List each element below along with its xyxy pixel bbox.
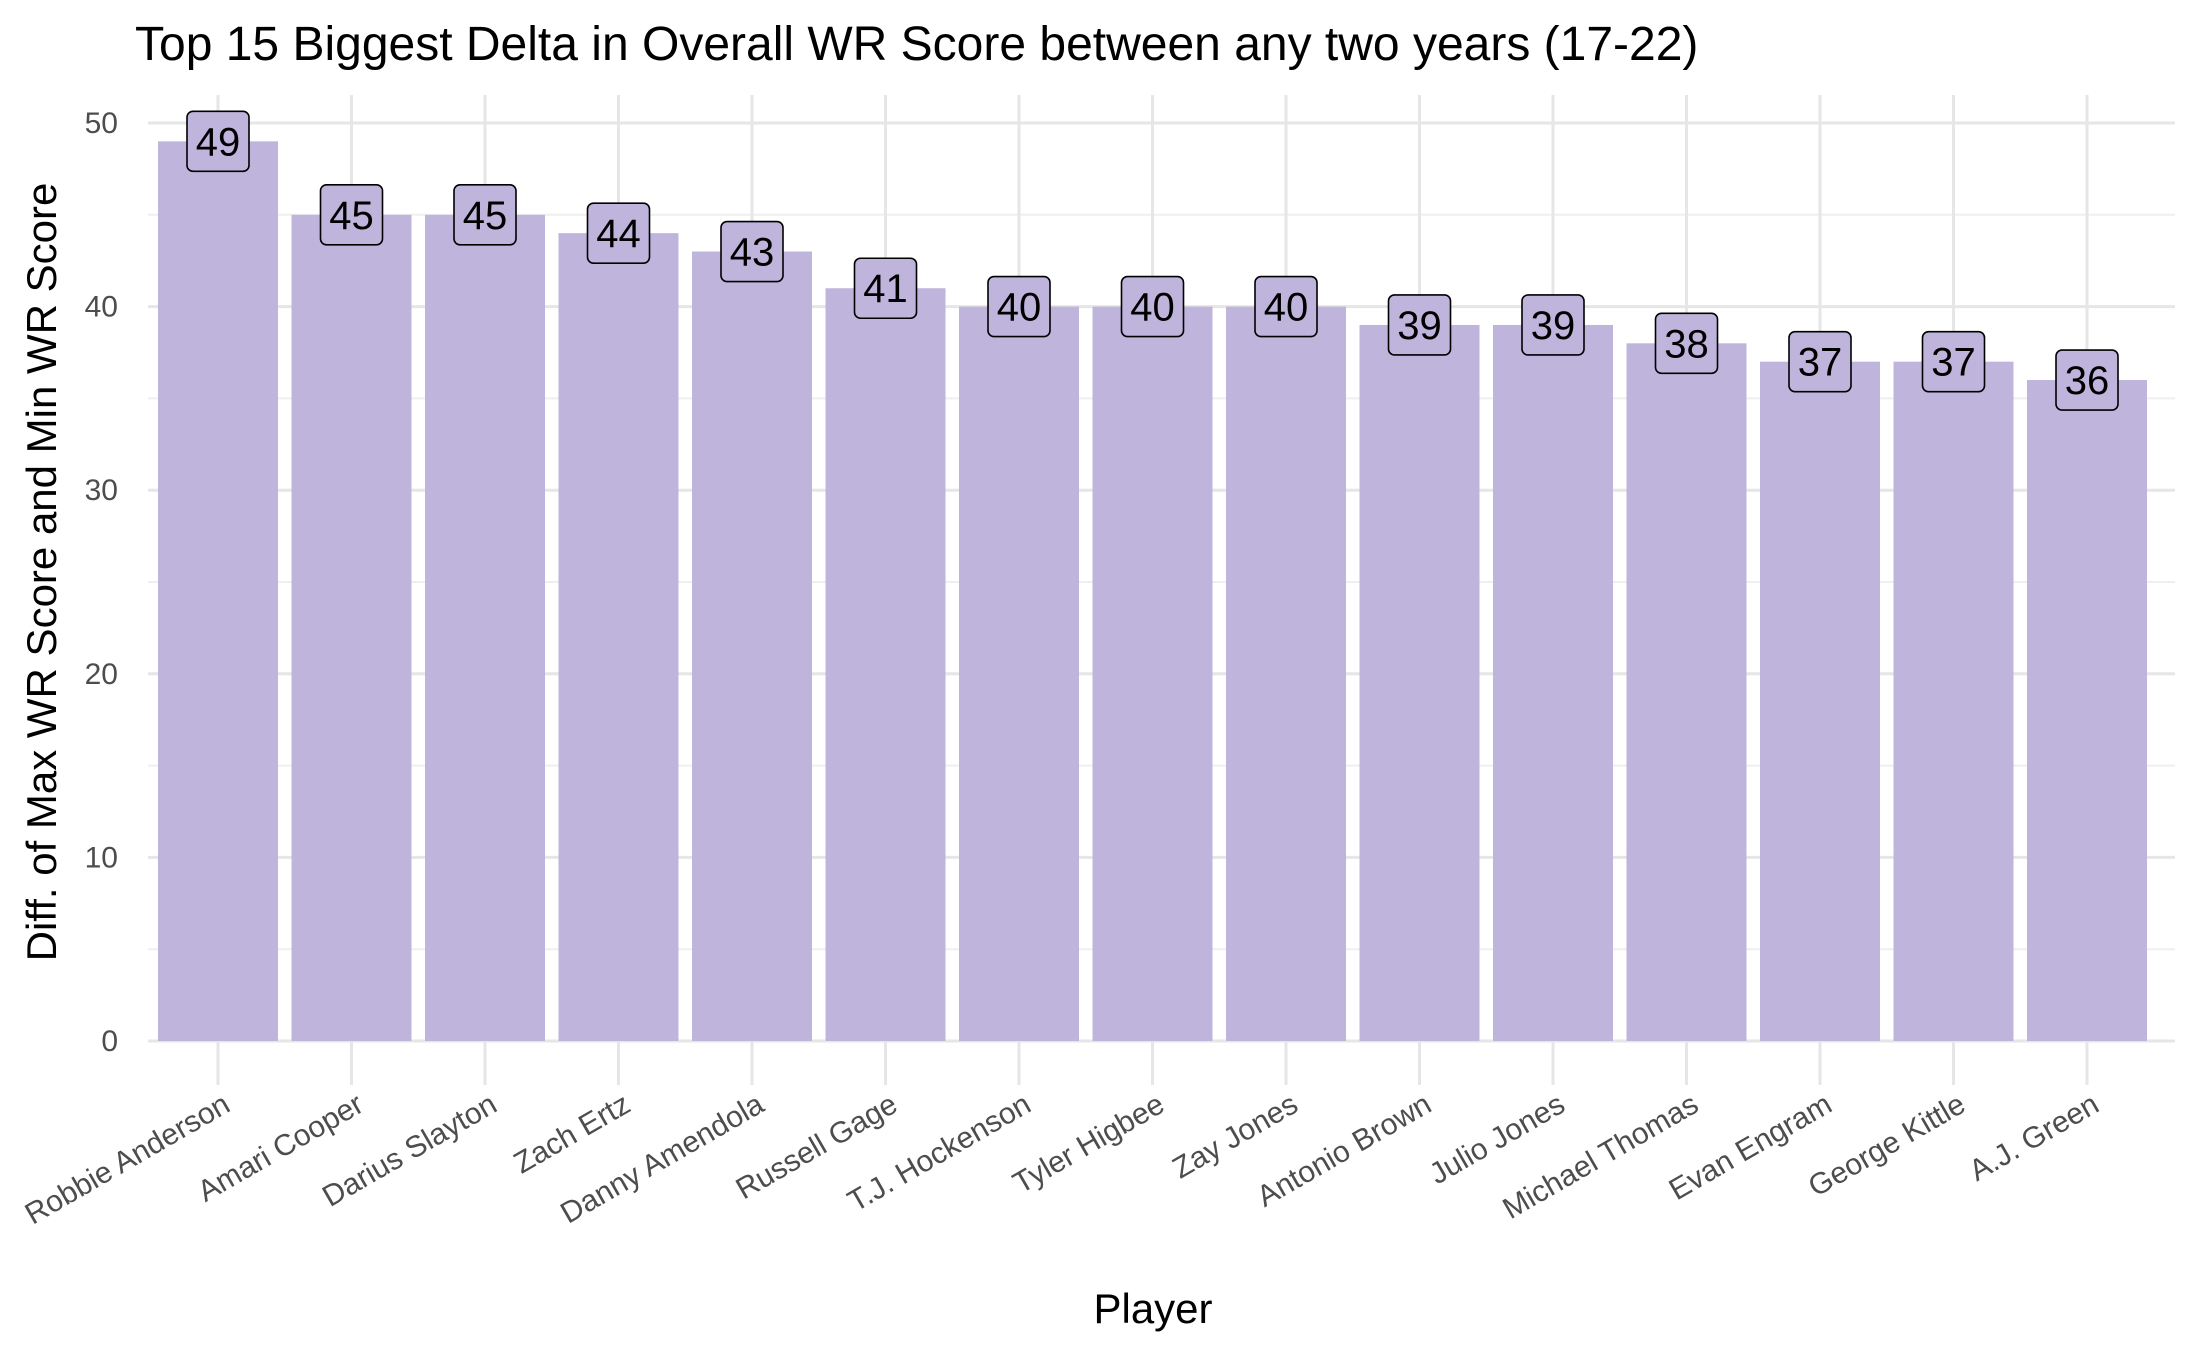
bar [1893, 361, 2014, 1041]
data-label: 40 [1254, 275, 1318, 338]
data-label: 36 [2055, 349, 2119, 411]
y-tick-label: 50 [85, 107, 118, 140]
data-label-text: 40 [997, 286, 1042, 330]
bar [425, 214, 545, 1042]
data-label: 39 [1387, 294, 1452, 356]
bar [1226, 306, 1346, 1042]
y-tick-label: 20 [85, 658, 118, 691]
data-label: 40 [1120, 275, 1185, 338]
y-axis-title: Diff. of Max WR Score and Min WR Score [18, 183, 65, 962]
data-label-box [453, 184, 517, 246]
x-axis-title: Player [1093, 1285, 1212, 1332]
data-label-text: 37 [1931, 341, 1976, 385]
data-label: 41 [853, 257, 918, 320]
data-label: 39 [1521, 294, 1585, 356]
y-axis-ticks: 0 10 20 30 40 50 [85, 107, 118, 1058]
bar [1092, 306, 1213, 1042]
data-label-box [586, 202, 651, 264]
y-tick-label: 10 [85, 841, 118, 874]
data-label: 49 [186, 110, 250, 173]
data-label: 40 [987, 275, 1051, 338]
y-tick-label: 0 [101, 1025, 118, 1058]
data-label-box [2055, 349, 2119, 411]
data-label-box [1788, 330, 1852, 393]
chart-title: Top 15 Biggest Delta in Overall WR Score… [135, 18, 1698, 71]
data-label: 45 [319, 184, 384, 246]
data-label-box [1521, 294, 1585, 356]
bar [1626, 343, 1747, 1041]
data-label: 43 [720, 220, 784, 283]
data-label-text: 44 [596, 212, 641, 256]
data-label-text: 36 [2065, 359, 2110, 403]
y-tick-label: 40 [85, 291, 118, 324]
data-label-box [853, 257, 918, 320]
data-label-box [319, 184, 384, 246]
bar [1493, 324, 1613, 1042]
data-label: 44 [586, 202, 651, 264]
bar [1760, 361, 1880, 1041]
bar [291, 214, 412, 1042]
data-label-text: 45 [329, 194, 374, 238]
data-label: 45 [453, 184, 517, 246]
data-label-box [1254, 275, 1318, 338]
data-label-box [1387, 294, 1452, 356]
data-label-text: 37 [1798, 341, 1843, 385]
data-label-text: 43 [730, 231, 775, 275]
bar [158, 141, 278, 1042]
data-label-box [987, 275, 1051, 338]
y-tick-label: 30 [85, 474, 118, 507]
x-tick-label: A.J. Green [1964, 1087, 2105, 1187]
bar [692, 251, 812, 1041]
data-label-text: 38 [1664, 322, 1709, 366]
bar [825, 288, 946, 1041]
x-tick-label: Tyler Higbee [1008, 1087, 1170, 1200]
data-label-text: 40 [1264, 286, 1309, 330]
data-label: 38 [1654, 312, 1719, 375]
data-label: 37 [1921, 330, 1986, 393]
data-label-text: 39 [1397, 304, 1442, 348]
bar [2027, 380, 2147, 1041]
data-label-box [186, 110, 250, 173]
data-label-text: 49 [196, 120, 241, 164]
bars [158, 141, 2147, 1042]
bar [1359, 324, 1480, 1042]
data-label-box [1120, 275, 1185, 338]
data-label-text: 40 [1130, 286, 1175, 330]
bar [959, 306, 1079, 1042]
data-label-box [720, 220, 784, 283]
x-tick-label: Robbie Anderson [20, 1087, 236, 1231]
data-label: 37 [1788, 330, 1852, 393]
data-labels: 49 45 45 44 43 41 40 40 40 39 39 38 37 37 36 [186, 110, 2119, 411]
bar [558, 233, 679, 1041]
data-label-box [1654, 312, 1719, 375]
data-label-text: 39 [1531, 304, 1576, 348]
data-label-text: 41 [863, 267, 908, 311]
data-label-box [1921, 330, 1986, 393]
data-label-text: 45 [463, 194, 508, 238]
